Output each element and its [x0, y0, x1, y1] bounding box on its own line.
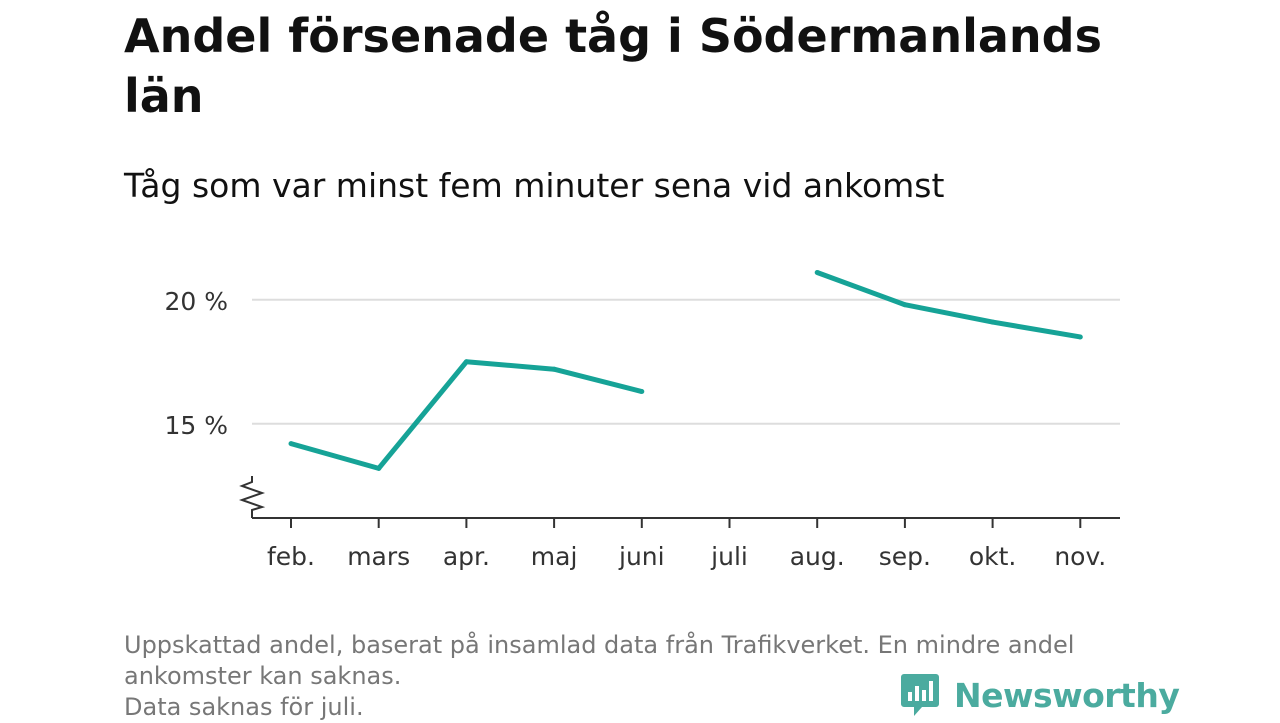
- brand-name: Newsworthy: [954, 675, 1180, 715]
- x-tick-label: maj: [531, 542, 578, 571]
- newsworthy-logo-icon: [901, 674, 939, 716]
- data-point: [376, 465, 382, 471]
- x-tick-label: okt.: [969, 542, 1017, 571]
- axis-break-icon: [238, 476, 266, 518]
- chart-footnote: Uppskattad andel, baserat på insamlad da…: [124, 630, 1164, 723]
- grid-lines: [252, 298, 1120, 425]
- x-tick-label: sep.: [879, 542, 931, 571]
- y-tick-label: 20 %: [164, 287, 228, 316]
- x-axis-ticks: feb. mars apr. maj juni juli aug. sep. okt. nov.: [267, 518, 1106, 571]
- x-tick-label: aug.: [790, 542, 845, 571]
- brand-logo: Newsworthy: [900, 670, 1180, 720]
- data-point: [463, 359, 469, 365]
- footnote-line-1: Uppskattad andel, baserat på insamlad da…: [124, 631, 1075, 659]
- data-point: [288, 441, 294, 447]
- series-line-segment: [290, 359, 643, 471]
- x-tick-label: mars: [347, 542, 410, 571]
- footnote-line-3: Data saknas för juli.: [124, 693, 364, 721]
- data-point: [1077, 334, 1083, 340]
- data-point: [639, 389, 645, 395]
- x-tick-label: apr.: [443, 542, 490, 571]
- data-point: [814, 269, 820, 275]
- chart-subtitle: Tåg som var minst fem minuter sena vid a…: [124, 166, 945, 205]
- x-tick-label: juni: [618, 542, 665, 571]
- chart-title: Andel försenade tåg i Södermanlands län: [124, 9, 1102, 123]
- data-point: [551, 366, 557, 372]
- footnote-line-2: ankomster kan saknas.: [124, 662, 402, 690]
- line-chart: 15 % 20 % feb. mars apr. maj juni juli aug. sep.…: [164, 269, 1120, 571]
- data-point: [902, 302, 908, 308]
- data-series: [288, 269, 1083, 471]
- x-tick-label: feb.: [267, 542, 315, 571]
- y-axis-tick-labels: 15 % 20 %: [164, 287, 228, 440]
- x-tick-label: nov.: [1054, 542, 1106, 571]
- x-axis: [238, 476, 1120, 519]
- y-tick-label: 15 %: [164, 411, 228, 440]
- data-point: [990, 319, 996, 325]
- x-tick-label: juli: [710, 542, 748, 571]
- series-line-segment: [816, 270, 1081, 340]
